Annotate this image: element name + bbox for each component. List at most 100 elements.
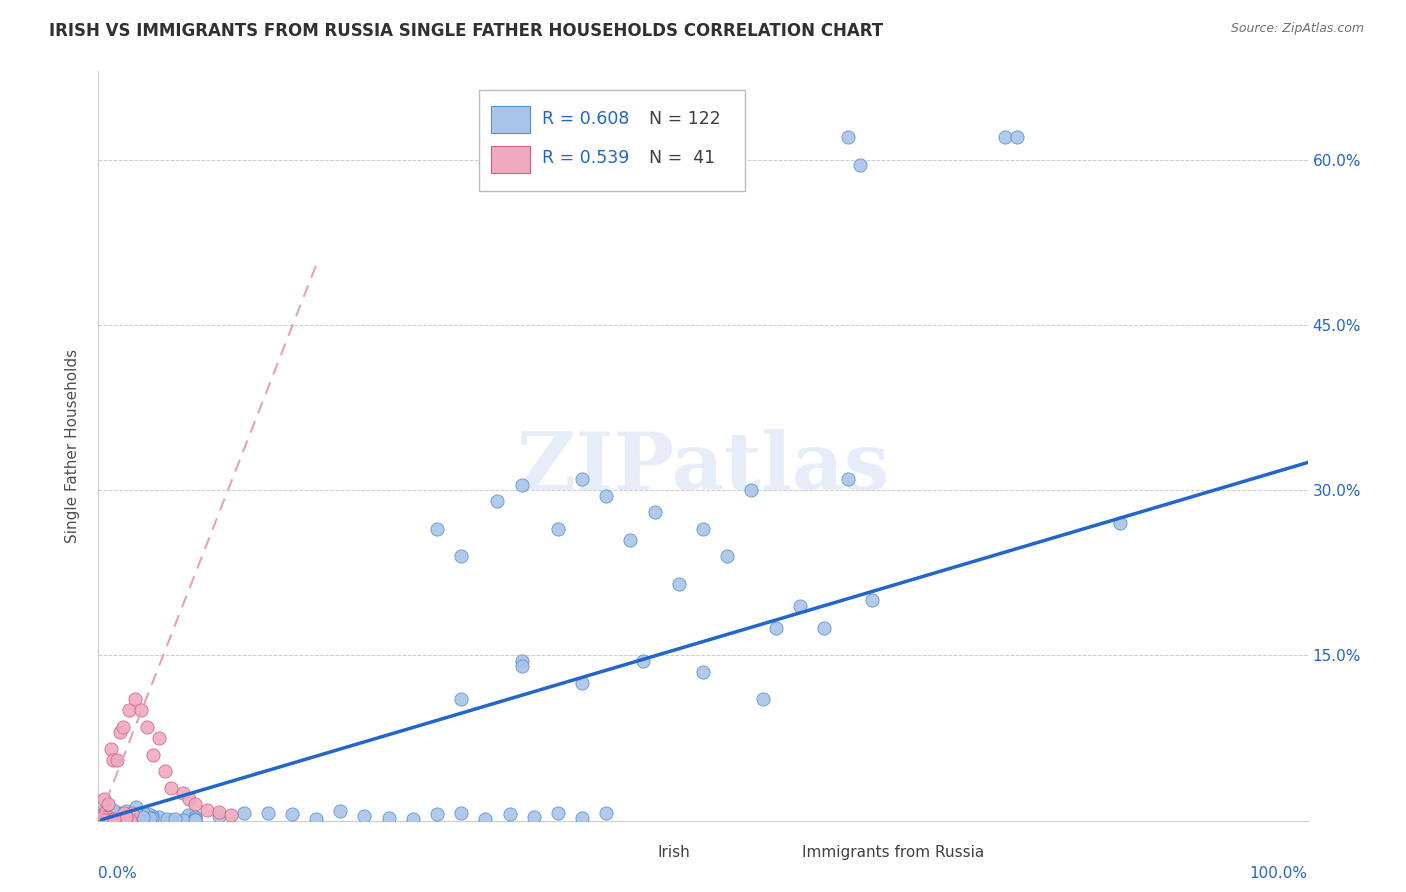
Point: [89, 814, 111, 828]
Text: ZIPatlas: ZIPatlas: [517, 429, 889, 508]
Point: [124, 799, 146, 814]
Point: [93, 809, 115, 823]
Point: [510, 477, 533, 491]
Point: [104, 814, 127, 828]
Point: [184, 813, 207, 827]
Point: [138, 812, 160, 826]
Point: [165, 813, 187, 827]
Point: [121, 806, 143, 821]
Point: [377, 811, 399, 825]
Point: [98, 808, 121, 822]
Point: [595, 489, 617, 503]
Point: [108, 806, 131, 821]
Point: [91, 809, 114, 823]
Point: [115, 814, 138, 828]
Point: [96, 814, 118, 828]
Point: [105, 753, 128, 767]
Point: [94, 810, 117, 824]
Point: [100, 813, 122, 827]
FancyBboxPatch shape: [479, 90, 745, 191]
Point: [813, 621, 835, 635]
Point: [221, 808, 243, 822]
Point: [141, 809, 163, 823]
Point: [179, 810, 201, 824]
Bar: [492, 145, 530, 172]
Point: [89, 812, 111, 826]
Point: [93, 791, 115, 805]
Point: [90, 813, 112, 827]
Point: [101, 813, 124, 827]
Point: [450, 805, 472, 820]
Point: [184, 810, 207, 824]
Point: [93, 811, 115, 825]
Point: [118, 703, 141, 717]
Point: [97, 797, 120, 811]
Point: [132, 805, 155, 820]
Point: [668, 576, 690, 591]
Point: [93, 811, 115, 825]
Point: [571, 472, 593, 486]
Point: [97, 813, 120, 827]
Point: [860, 593, 883, 607]
Point: [90, 811, 112, 825]
Point: [849, 158, 872, 172]
Point: [97, 814, 120, 828]
Point: [100, 813, 122, 827]
Point: [281, 807, 304, 822]
Point: [115, 806, 138, 821]
Point: [94, 813, 117, 827]
Point: [740, 483, 762, 497]
Point: [120, 812, 142, 826]
Point: [89, 813, 111, 827]
Point: [547, 522, 569, 536]
Point: [160, 814, 183, 828]
Point: [90, 809, 112, 823]
Point: [93, 813, 115, 827]
Point: [595, 805, 617, 820]
Text: Irish: Irish: [657, 846, 690, 861]
Point: [89, 813, 111, 827]
Point: [94, 812, 117, 826]
Point: [644, 505, 666, 519]
Bar: [492, 106, 530, 133]
Point: [547, 806, 569, 821]
Point: [172, 786, 194, 800]
Point: [129, 703, 152, 717]
Point: [523, 810, 546, 824]
Point: [195, 803, 218, 817]
Point: [90, 814, 112, 828]
Point: [98, 808, 121, 822]
Text: 0.0%: 0.0%: [98, 865, 138, 880]
Point: [93, 813, 115, 827]
Point: [101, 811, 124, 825]
Text: 100.0%: 100.0%: [1250, 865, 1308, 880]
Point: [118, 813, 141, 827]
Point: [208, 809, 231, 823]
Point: [108, 814, 131, 828]
Point: [837, 130, 859, 145]
Point: [353, 809, 375, 823]
Point: [122, 806, 145, 821]
Point: [692, 665, 714, 679]
Point: [115, 810, 138, 824]
Point: [124, 812, 146, 826]
Point: [1007, 130, 1029, 145]
Point: [127, 813, 149, 827]
Point: [97, 810, 120, 824]
Point: [111, 814, 134, 828]
Point: [110, 812, 132, 826]
Point: [765, 621, 787, 635]
Point: [498, 807, 520, 822]
Point: [426, 806, 449, 821]
Point: [103, 813, 125, 827]
Bar: [758, 844, 794, 862]
Point: [93, 813, 115, 827]
Point: [124, 692, 146, 706]
Point: [177, 808, 200, 822]
Point: [184, 797, 207, 811]
Point: [837, 472, 859, 486]
Point: [98, 811, 121, 825]
Point: [91, 808, 114, 822]
Point: [402, 812, 425, 826]
Point: [716, 549, 738, 564]
